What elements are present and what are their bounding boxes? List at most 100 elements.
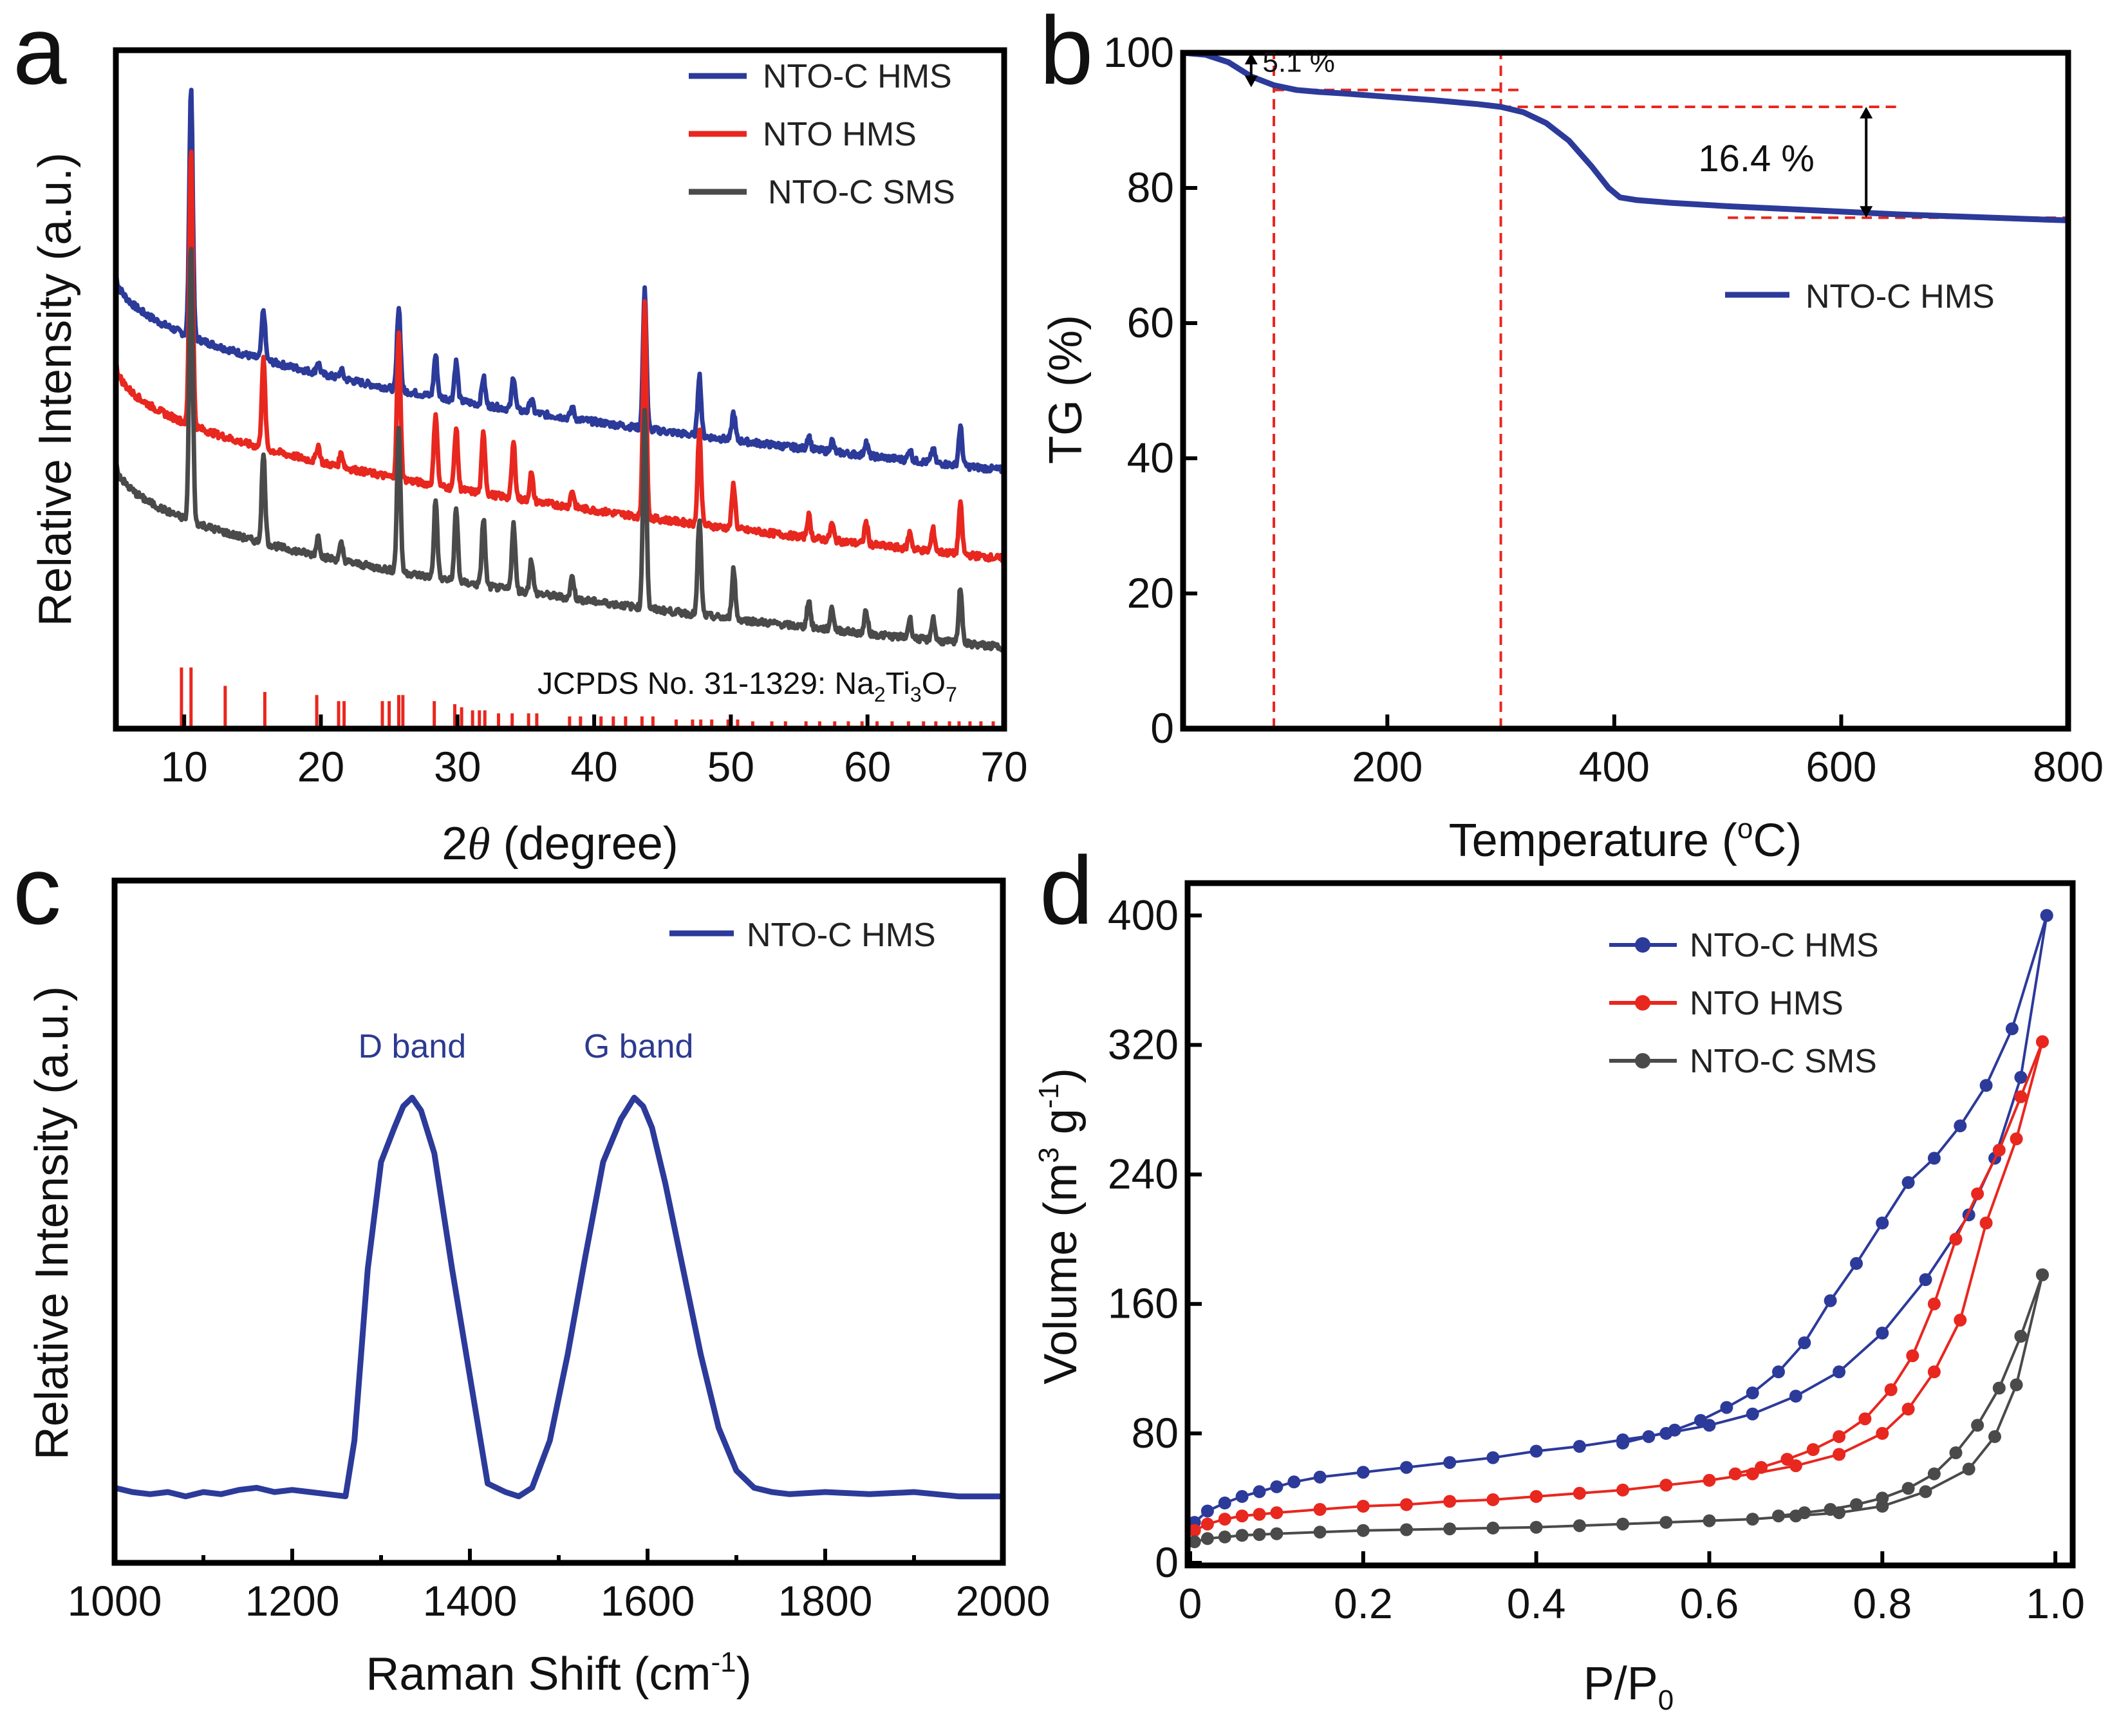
isotherm-point-nto-hms	[1659, 1479, 1673, 1492]
isotherm-point-nto-c-sms	[1703, 1514, 1716, 1527]
panel-b-y-tick-label: 60	[1127, 299, 1174, 346]
panel-b-letter: b	[1040, 0, 1093, 104]
isotherm-point-nto-hms	[1876, 1426, 1889, 1440]
panel-d-y-tick-label: 320	[1108, 1020, 1179, 1068]
isotherm-point-nto-c-hms	[1668, 1423, 1681, 1437]
panel-d-x-axis-label: P/P0	[1583, 1658, 1674, 1716]
panel-d-letter: d	[1040, 836, 1093, 944]
isotherm-point-nto-c-sms	[1919, 1485, 1932, 1498]
mass-loss-2-arrow-head-bottom	[1860, 206, 1873, 218]
isotherm-point-nto-c-sms	[1901, 1482, 1915, 1495]
xrd-traces	[113, 88, 1007, 653]
isotherm-point-nto-c-hms	[1400, 1461, 1413, 1474]
isotherm-point-nto-c-hms	[1253, 1485, 1266, 1498]
legend-label-tga: NTO-C HMS	[1806, 278, 1995, 315]
panel-d-frame	[1184, 880, 2076, 1569]
isotherm-point-nto-hms	[1954, 1313, 1967, 1327]
tga-trace	[1182, 50, 2069, 223]
mass-loss-1-arrow-head-top	[1244, 53, 1258, 64]
mass-loss-2-arrow-head-top	[1860, 107, 1873, 118]
g-band-label: G band	[584, 1028, 694, 1065]
isotherm-point-nto-c-sms	[2014, 1330, 2028, 1343]
jcpds-reference-lines	[180, 667, 995, 729]
xrd-trace-nto-c-hms	[113, 88, 1006, 474]
isotherm-point-nto-c-sms	[1616, 1517, 1630, 1531]
isotherm-point-nto-hms	[1979, 1217, 1993, 1229]
panel-d-x-tick-label: 1.0	[2026, 1580, 2085, 1627]
isotherm-point-nto-c-sms	[1988, 1430, 2001, 1443]
isotherm-point-nto-c-sms	[1218, 1530, 1231, 1544]
isotherm-point-nto-c-sms	[1824, 1503, 1837, 1516]
isotherm-point-nto-c-sms	[1313, 1526, 1327, 1539]
isotherm-point-nto-c-hms	[1954, 1119, 1967, 1133]
panel-d-legend: NTO-C HMS NTO HMS NTO-C SMS	[1609, 927, 1879, 1080]
panel-a-x-tick-label: 60	[844, 743, 891, 790]
isotherm-point-nto-c-hms	[1486, 1451, 1500, 1464]
panel-b-y-tick-label: 80	[1127, 163, 1174, 211]
legend-label-raman: NTO-C HMS	[747, 917, 936, 954]
mass-loss-annotations: 5.1 % 16.4 %	[1244, 46, 1873, 218]
isotherm-point-nto-c-hms	[1833, 1365, 1846, 1379]
isotherm-point-nto-hms	[1806, 1443, 1820, 1456]
isotherm-point-nto-c-hms	[1529, 1444, 1543, 1458]
panel-c-x-tick-label: 1000	[68, 1577, 162, 1625]
isotherm-point-nto-c-hms	[1642, 1430, 1656, 1443]
isotherm-point-nto-hms	[1616, 1483, 1630, 1497]
isotherm-point-nto-c-sms	[1927, 1467, 1941, 1480]
isotherm-point-nto-hms	[1927, 1297, 1941, 1311]
panel-c-frame	[111, 877, 1006, 1566]
panel-d-x-tick-label: 0.8	[1853, 1580, 1912, 1627]
isotherm-point-nto-hms	[1313, 1503, 1327, 1516]
xrd-trace-nto-c-sms	[113, 247, 1007, 653]
isotherm-point-nto-c-hms	[1824, 1294, 1837, 1307]
isotherm-point-nto-c-sms	[1400, 1523, 1413, 1536]
panel-b-x-tick-label: 600	[1806, 743, 1876, 790]
raman-band-labels: D band G band	[358, 1028, 693, 1065]
isotherm-point-nto-hms	[1884, 1383, 1898, 1396]
isotherm-point-nto-c-hms	[1876, 1217, 1889, 1229]
isotherm-point-nto-hms	[1270, 1506, 1284, 1520]
isotherm-desorption-line-nto-hms	[1735, 1041, 2044, 1475]
panel-c-x-tick-label: 1800	[778, 1577, 873, 1625]
isotherm-point-nto-c-hms	[1200, 1504, 1214, 1518]
isotherm-point-nto-hms	[1992, 1143, 2006, 1157]
isotherm-point-nto-c-hms	[1927, 1152, 1941, 1165]
isotherm-point-nto-hms	[1573, 1486, 1586, 1500]
isotherm-point-nto-hms	[1400, 1498, 1413, 1511]
isotherm-point-nto-hms	[1486, 1493, 1500, 1506]
xrd-trace-nto-hms	[113, 149, 1007, 564]
legend-marker-bet-nto-c-hms	[1635, 937, 1650, 953]
panel-c-x-axis-label: Raman Shift (cm-1)	[366, 1647, 751, 1700]
panel-b-y-axis-label: TG (%)	[1040, 315, 1092, 464]
isotherm-point-nto-c-hms	[1789, 1390, 1802, 1403]
panel-c-legend: NTO-C HMS	[669, 917, 936, 954]
legend-marker-bet-nto-c-sms	[1635, 1053, 1650, 1069]
panel-a-x-tick-label: 20	[297, 743, 344, 790]
panel-c-raman: c 1000 1200 1400 1600 1800 2000 D band G band…	[13, 836, 1050, 1700]
panel-c-x-tick-label: 1400	[423, 1577, 518, 1625]
panel-d-x-tick-label: 0.6	[1680, 1580, 1739, 1627]
panel-a-x-axis-label: 2θ (degree)	[442, 818, 678, 870]
panel-a-x-tick-label: 50	[707, 743, 754, 790]
isotherm-point-nto-c-sms	[1200, 1532, 1214, 1545]
isotherm-point-nto-hms	[1833, 1430, 1846, 1443]
isotherm-point-nto-c-hms	[1746, 1407, 1759, 1421]
legend-label-bet-nto-c-sms: NTO-C SMS	[1690, 1043, 1877, 1080]
panel-b-y-tick-label: 40	[1127, 434, 1174, 481]
isotherm-point-nto-hms	[1356, 1500, 1370, 1513]
isotherm-point-nto-c-hms	[1287, 1475, 1301, 1489]
panel-c-y-axis-label: Relative Intensity (a.u.)	[26, 986, 78, 1460]
panel-a-legend: NTO-C HMS NTO HMS NTO-C SMS	[689, 58, 955, 211]
panel-b-frame	[1180, 50, 2071, 732]
isotherm-point-nto-c-sms	[1772, 1509, 1785, 1523]
isotherm-point-nto-c-hms	[1850, 1256, 1863, 1270]
panel-b-ticks: 200 400 600 800 0 20 40 60 80 100	[1103, 28, 2104, 790]
isotherm-point-nto-c-sms	[1798, 1506, 1811, 1520]
panel-a-x-tick-label: 40	[570, 743, 617, 790]
d-band-label: D band	[358, 1028, 466, 1065]
isotherm-point-nto-hms	[1218, 1513, 1231, 1526]
isotherm-adsorption-line-nto-hms	[1193, 1041, 2044, 1532]
isotherm-point-nto-hms	[1833, 1448, 1846, 1461]
isotherm-desorption-line-nto-c-sms	[1778, 1274, 2044, 1518]
panel-c-letter: c	[13, 836, 61, 944]
